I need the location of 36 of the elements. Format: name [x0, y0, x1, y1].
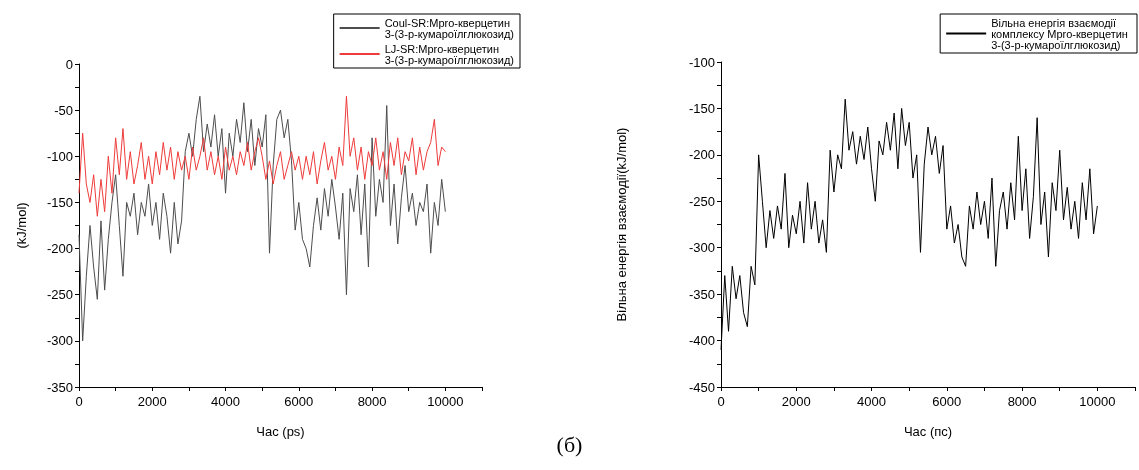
x-tick-label: 6000 [284, 394, 314, 409]
y-tick-label: -200 [46, 241, 73, 257]
y-tick-label: -300 [688, 240, 715, 256]
x-tick-label: 10000 [427, 394, 464, 409]
x-tick-label: 0 [717, 394, 725, 409]
y-tick-label: -150 [688, 100, 715, 116]
y-tick-label: -150 [46, 194, 73, 210]
y-tick-label: -350 [688, 286, 715, 302]
x-tick-label: 4000 [211, 394, 241, 409]
y-axis-title: Вільна енергія взаємодії(kJ/mol) [614, 127, 629, 322]
y-tick-label: 0 [65, 56, 73, 72]
y-tick-label: -100 [46, 148, 73, 164]
x-axis-title: Час (пс) [903, 424, 953, 439]
y-tick-label: -450 [688, 379, 715, 395]
x-tick-label: 2000 [137, 394, 167, 409]
y-tick-label: -300 [46, 333, 73, 349]
y-tick-label: -250 [46, 287, 73, 303]
y-tick-label: -100 [688, 54, 715, 70]
x-tick-label: 0 [75, 394, 83, 409]
y-tick-label: -200 [688, 147, 715, 163]
x-tick-label: 10000 [1079, 394, 1116, 409]
y-axis-title: (kJ/mol) [14, 202, 29, 249]
y-tick-label: -250 [688, 193, 715, 209]
text: (б) [556, 432, 583, 458]
x-axis-title: Час (ps) [256, 424, 305, 439]
y-tick-label: -400 [688, 333, 715, 349]
x-tick-label: 2000 [781, 394, 811, 409]
legend-label: Coul-SR:Mpro-кверцетин 3-(3-р-кумароїлглюкозид) [384, 16, 515, 40]
legend-label: Вільна енергія взаємодії комплексу Mpro-кверцетин 3-(3-р-кумароїлглюкозид) [991, 16, 1132, 51]
x-tick-label: 6000 [932, 394, 962, 409]
x-tick-label: 8000 [357, 394, 387, 409]
y-tick-label: -50 [54, 102, 73, 118]
y-tick-label: -350 [46, 379, 73, 395]
legend-label: LJ-SR:Mpro-кверцетин 3-(3-р-кумароїлглюкозид) [384, 42, 515, 66]
x-tick-label: 4000 [857, 394, 887, 409]
x-tick-label: 8000 [1007, 394, 1037, 409]
